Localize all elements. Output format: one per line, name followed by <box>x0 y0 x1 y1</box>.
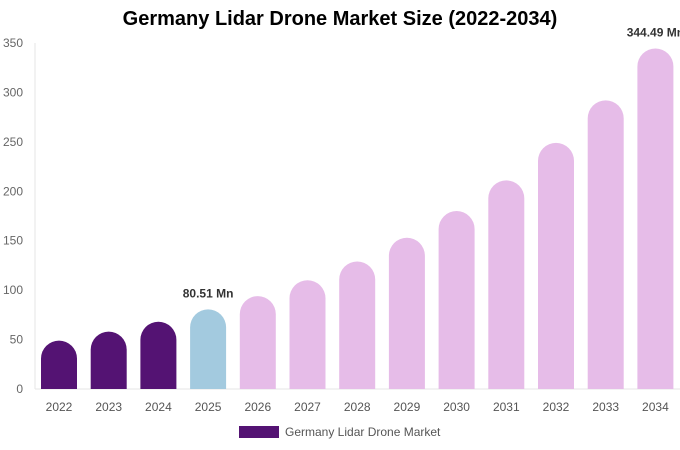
bar-2027 <box>289 280 326 389</box>
x-tick-label: 2029 <box>394 400 421 414</box>
y-tick-label: 350 <box>3 36 23 50</box>
legend: Germany Lidar Drone Market <box>239 425 440 439</box>
legend-label: Germany Lidar Drone Market <box>285 425 441 439</box>
x-tick-label: 2024 <box>145 400 172 414</box>
y-tick-label: 300 <box>3 85 23 99</box>
bar-2023 <box>90 331 127 389</box>
bar-2024 <box>140 321 177 389</box>
bar-2030 <box>438 211 475 389</box>
bar-2022 <box>41 340 77 389</box>
y-tick-label: 0 <box>16 382 23 396</box>
bar-2028 <box>339 261 376 389</box>
x-tick-label: 2026 <box>244 400 271 414</box>
data-label: 344.49 Mn <box>627 25 680 39</box>
x-tick-label: 2025 <box>195 400 222 414</box>
bar-2032 <box>538 142 574 389</box>
y-tick-label: 200 <box>3 184 23 198</box>
bar-2033 <box>587 100 624 389</box>
bar-2029 <box>388 237 425 389</box>
bar-2026 <box>239 296 276 389</box>
x-tick-label: 2031 <box>493 400 520 414</box>
x-tick-label: 2032 <box>543 400 570 414</box>
x-tick-label: 2028 <box>344 400 371 414</box>
x-tick-label: 2022 <box>46 400 73 414</box>
y-tick-label: 50 <box>10 333 24 347</box>
y-tick-label: 250 <box>3 135 23 149</box>
y-tick-label: 100 <box>3 283 23 297</box>
bar-2031 <box>488 180 525 389</box>
chart-title: Germany Lidar Drone Market Size (2022-20… <box>122 8 558 30</box>
x-tick-label: 2034 <box>642 400 669 414</box>
data-label: 80.51 Mn <box>183 286 234 300</box>
x-tick-label: 2030 <box>443 400 470 414</box>
y-tick-label: 150 <box>3 234 23 248</box>
x-tick-label: 2027 <box>294 400 321 414</box>
bar-2025 <box>190 309 227 389</box>
x-tick-label: 2033 <box>592 400 619 414</box>
legend-swatch <box>239 426 279 438</box>
x-tick-label: 2023 <box>95 400 122 414</box>
bar-2034 <box>637 48 674 390</box>
